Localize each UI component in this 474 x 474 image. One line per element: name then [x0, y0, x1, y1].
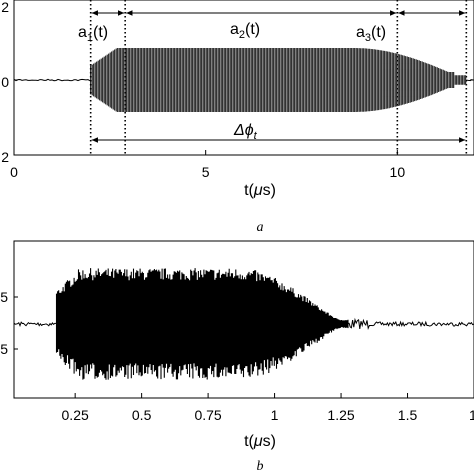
panel-b-noise-baseline [13, 317, 474, 330]
annotation-a1: a1(t) [78, 24, 108, 44]
panel-a-x-tick-label: 10 [390, 164, 406, 180]
panel-a-axes-box [13, 0, 474, 156]
panel-b-x-tick-label: 1 [271, 407, 279, 423]
panel-b-signal-path [55, 268, 349, 380]
panel-b-x-tick-label: 1.25 [327, 407, 354, 423]
panel-a-y-tick-label: 2 [1, 149, 9, 165]
panel-b-x-tick-label: 0.25 [62, 407, 89, 423]
panel-a-x-ticks: 0 5 10 [10, 79, 474, 180]
panel-b-y-tick-label: 5 [0, 341, 8, 357]
annotation-a3: a3(t) [356, 24, 386, 44]
panel-b-x-tick-label: 1.5 [398, 407, 418, 423]
panel-a-x-tick-label: 5 [202, 164, 210, 180]
panel-b-signal-waveform [55, 268, 349, 380]
panel-a-segment-arrows [91, 10, 466, 143]
panel-b-label: b [257, 459, 264, 474]
panel-a-signal-waveform [90, 48, 467, 112]
panel-a-y-tick-labels: 2 0 2 [1, 0, 9, 165]
panel-b-x-tick-label: 0.5 [132, 407, 152, 423]
panel-a-y-tick-label: 0 [1, 74, 9, 90]
panel-b-y-tick-label: 5 [0, 289, 8, 305]
panel-a-y-tick-label: 2 [1, 0, 9, 15]
panel-a-label: a [257, 220, 264, 235]
panel-b-chart: 5 5 0.25 0.5 0.75 1 1.25 1.5 1 t(μs) b [0, 240, 474, 474]
panel-b-axes-box [13, 240, 474, 399]
annotation-a2: a2(t) [230, 21, 260, 41]
panel-b-x-axis-label: t(μs) [244, 433, 276, 450]
panel-a-noise-baseline [13, 78, 473, 82]
panel-b-x-ticks: 0.25 0.5 0.75 1 1.25 1.5 1 [62, 393, 474, 423]
annotation-delta-phi: Δϕt [233, 122, 258, 142]
panel-a-chart: 2 0 2 0 5 10 a1(t) a2(t) a3(t) Δϕt t(μs) a [1, 0, 474, 235]
panel-b-x-tick-label: 1 [469, 407, 474, 423]
panel-a-segment-boundaries [89, 0, 468, 155]
panel-b-x-tick-label: 0.75 [194, 407, 221, 423]
panel-a-x-tick-label: 0 [10, 164, 18, 180]
panel-a-signal-path [90, 48, 467, 112]
panel-a-x-axis-label: t(μs) [244, 182, 276, 199]
panel-b-y-tick-labels: 5 5 [0, 289, 18, 357]
